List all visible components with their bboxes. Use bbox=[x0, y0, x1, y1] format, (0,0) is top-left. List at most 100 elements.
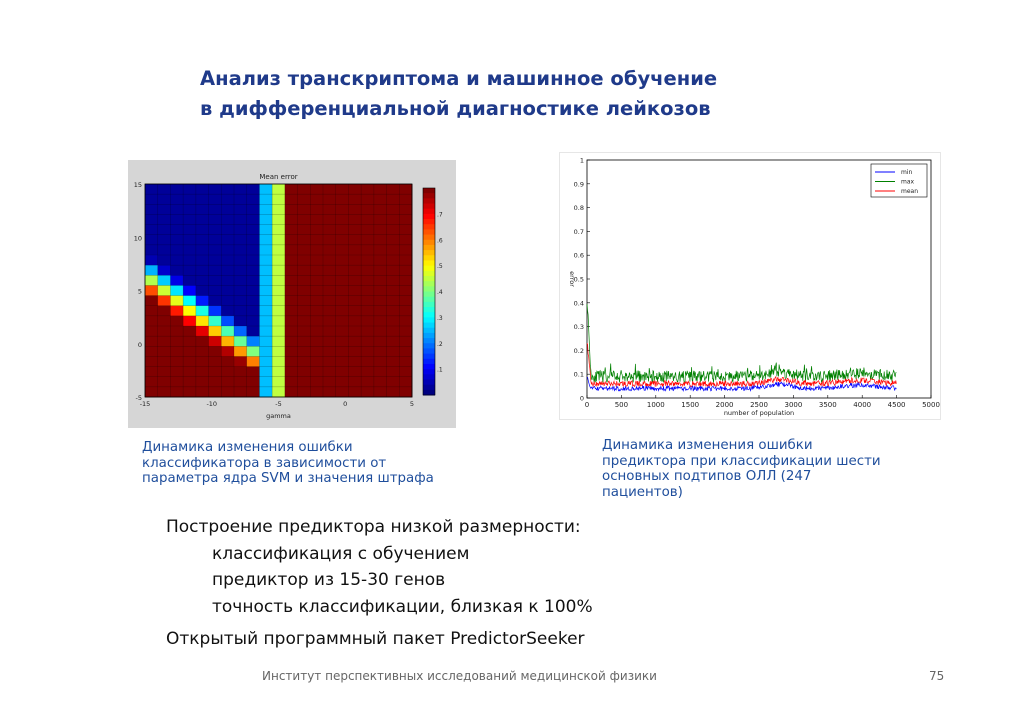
heatmap-x-tick-label: -10 bbox=[206, 400, 217, 408]
colorbar-segment bbox=[423, 312, 435, 318]
title-line-2: в дифференциальной диагностике лейкозов bbox=[200, 97, 711, 120]
heatmap-cell bbox=[183, 234, 197, 246]
heatmap-cell bbox=[284, 366, 298, 378]
heatmap-cell bbox=[297, 244, 311, 256]
heatmap-cell bbox=[386, 234, 400, 246]
heatmap-cell bbox=[246, 356, 260, 367]
line-y-tick-label: 0.2 bbox=[574, 347, 584, 355]
heatmap-cell bbox=[246, 346, 260, 357]
heatmap-cell bbox=[323, 366, 337, 378]
heatmap-cell bbox=[323, 275, 337, 286]
heatmap-cell bbox=[208, 315, 222, 327]
heatmap-cell bbox=[361, 376, 375, 388]
heatmap-cell bbox=[208, 224, 222, 236]
heatmap-cell bbox=[348, 336, 362, 347]
heatmap-cell bbox=[183, 315, 197, 327]
heatmap-cell bbox=[335, 315, 349, 327]
heatmap-cell bbox=[246, 336, 260, 347]
heatmap-cell bbox=[145, 214, 159, 225]
heatmap-cell bbox=[246, 184, 260, 195]
heatmap-cell bbox=[157, 315, 171, 327]
heatmap-cell bbox=[246, 265, 260, 276]
heatmap-cell bbox=[234, 305, 248, 317]
line-y-tick-label: 0.8 bbox=[574, 204, 584, 212]
heatmap-cell bbox=[183, 194, 197, 205]
heatmap-cell bbox=[221, 265, 235, 276]
heatmap-cell bbox=[310, 386, 324, 398]
heatmap-cell bbox=[170, 275, 184, 286]
heatmap-cell bbox=[361, 265, 375, 276]
heatmap-cell bbox=[157, 386, 171, 398]
heatmap-cell bbox=[323, 305, 337, 317]
heatmap-cell bbox=[348, 255, 362, 266]
heatmap-cell bbox=[145, 184, 159, 195]
caption-left: Динамика изменения ошибки классификатора… bbox=[142, 440, 434, 487]
heatmap-cell bbox=[348, 356, 362, 367]
heatmap-cell bbox=[221, 326, 235, 337]
heatmap-cell bbox=[208, 265, 222, 276]
colorbar-tick-label: .4 bbox=[437, 289, 443, 296]
caption-right-line: основных подтипов ОЛЛ (247 bbox=[602, 469, 812, 484]
heatmap-cell bbox=[221, 346, 235, 357]
heatmap-cell bbox=[246, 315, 260, 327]
colorbar-segment bbox=[423, 363, 435, 370]
heatmap-cell bbox=[335, 336, 349, 347]
heatmap-cell bbox=[399, 315, 413, 327]
heatmap-cell bbox=[373, 295, 387, 307]
heatmap-cell bbox=[272, 366, 286, 378]
heatmap-cell bbox=[259, 346, 273, 357]
footer-institute: Институт перспективных исследований меди… bbox=[262, 669, 657, 683]
heatmap-x-tick-label: -15 bbox=[140, 400, 151, 408]
colorbar-segment bbox=[423, 332, 435, 339]
heatmap-cell bbox=[195, 366, 209, 378]
heatmap-cell bbox=[195, 315, 209, 327]
heatmap-cell bbox=[259, 315, 273, 327]
heatmap-cell bbox=[272, 386, 286, 398]
heatmap-cell bbox=[323, 386, 337, 398]
heatmap-cell bbox=[335, 214, 349, 225]
line-x-tick-label: 4500 bbox=[888, 401, 906, 409]
heatmap-cell bbox=[386, 204, 400, 215]
colorbar-segment bbox=[423, 322, 435, 329]
heatmap-cell bbox=[183, 184, 197, 195]
heatmap-cell bbox=[386, 224, 400, 236]
heatmap-cell bbox=[323, 356, 337, 367]
heatmap-cell bbox=[297, 366, 311, 378]
heatmap-cell bbox=[272, 356, 286, 367]
heatmap-cell bbox=[234, 275, 248, 286]
heatmap-cell bbox=[195, 326, 209, 337]
heatmap-cell bbox=[246, 194, 260, 205]
heatmap-cell bbox=[373, 184, 387, 195]
heatmap-frame bbox=[144, 183, 413, 398]
heatmap-cell bbox=[246, 295, 260, 307]
line-x-tick-label: 0 bbox=[585, 401, 589, 409]
colorbar-tick-label: .5 bbox=[437, 263, 443, 270]
heatmap-cell bbox=[145, 295, 159, 307]
heatmap-cell bbox=[221, 275, 235, 286]
heatmap-cell bbox=[145, 356, 159, 367]
heatmap-cell bbox=[310, 336, 324, 347]
heatmap-cell bbox=[361, 356, 375, 367]
heatmap-cell bbox=[170, 336, 184, 347]
heatmap-cell bbox=[145, 285, 159, 296]
heatmap-cell bbox=[170, 204, 184, 215]
heatmap-cell bbox=[361, 326, 375, 337]
heatmap-cell bbox=[297, 326, 311, 337]
caption-left-line: Динамика изменения ошибки bbox=[142, 440, 353, 455]
heatmap-cell bbox=[145, 346, 159, 357]
heatmap-cell bbox=[208, 376, 222, 388]
line-x-tick-label: 1500 bbox=[681, 401, 699, 409]
heatmap-cell bbox=[297, 285, 311, 296]
line-x-tick-label: 4000 bbox=[853, 401, 871, 409]
heatmap-cell bbox=[373, 356, 387, 367]
heatmap-cell bbox=[208, 326, 222, 337]
heatmap-cell bbox=[335, 184, 349, 195]
heatmap-cell bbox=[259, 184, 273, 195]
heatmap-cell bbox=[208, 295, 222, 307]
heatmap-cell bbox=[373, 224, 387, 236]
heatmap-cell bbox=[170, 255, 184, 266]
heatmap-cell bbox=[361, 305, 375, 317]
heatmap-cell bbox=[399, 204, 413, 215]
colorbar-segment bbox=[423, 301, 435, 308]
heatmap-cell bbox=[170, 214, 184, 225]
